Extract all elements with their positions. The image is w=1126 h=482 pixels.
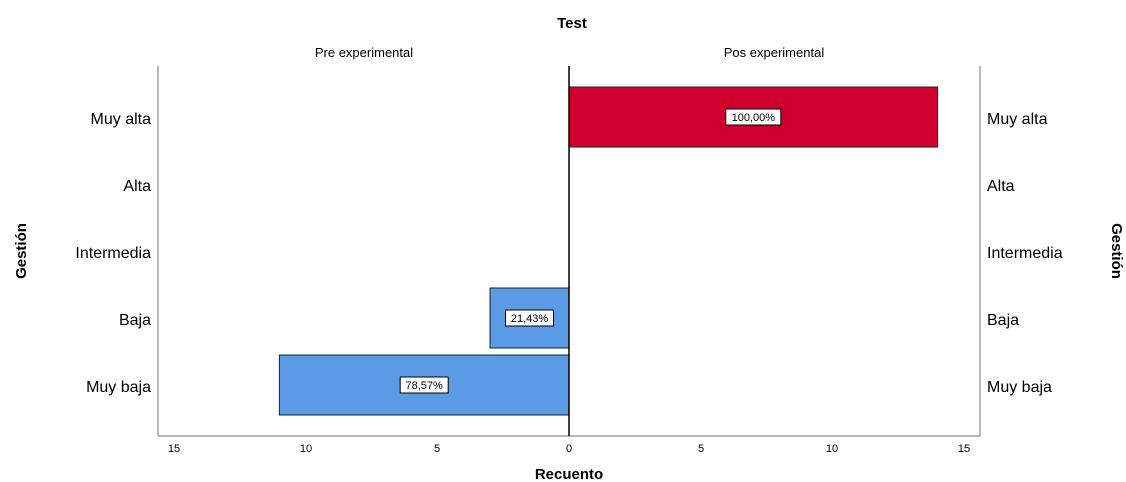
x-tick-left-15: 15 (168, 443, 180, 455)
left-category-label-muy-alta: Muy alta (91, 111, 152, 128)
bars-group: 21,43% 78,57% 100,00% (278, 86, 939, 416)
left-category-label-muy-baja: Muy baja (86, 379, 151, 396)
y-axis-title-left: Gestión (13, 223, 30, 279)
right-category-label-intermedia: Intermedia (987, 245, 1063, 262)
data-label-box-pre-experimental-baja (505, 309, 555, 327)
right-category-label-muy-baja: Muy baja (987, 379, 1052, 396)
x-tick-right-15: 15 (958, 443, 970, 455)
right-category-label-alta: Alta (987, 178, 1015, 195)
data-label-pre-experimental-baja: 21,43% (511, 313, 549, 325)
left-category-label-baja: Baja (119, 312, 151, 329)
left-category-label-intermedia: Intermedia (75, 245, 151, 262)
chart-title: Test (557, 15, 587, 32)
panel-header-pos: Pos experimental (724, 45, 825, 60)
y-axis-title-right: Gestión (1108, 223, 1125, 279)
data-label-box-pos-experimental-muy-alta (725, 108, 782, 126)
x-tick-zero: 0 (566, 443, 572, 455)
x-axis-title: Recuento (535, 466, 603, 482)
x-tick-right-10: 10 (826, 443, 838, 455)
data-label-box-pre-experimental-muy-baja (399, 376, 449, 394)
x-tick-left-10: 10 (300, 443, 312, 455)
x-tick-left-5: 5 (434, 443, 440, 455)
data-label-pos-experimental-muy-alta: 100,00% (732, 112, 776, 124)
panel-header-pre: Pre experimental (315, 45, 413, 60)
data-label-pre-experimental-muy-baja: 78,57% (406, 380, 444, 392)
right-category-label-muy-alta: Muy alta (987, 111, 1048, 128)
right-category-label-baja: Baja (987, 312, 1019, 329)
left-category-label-alta: Alta (123, 178, 151, 195)
x-tick-right-5: 5 (698, 443, 704, 455)
